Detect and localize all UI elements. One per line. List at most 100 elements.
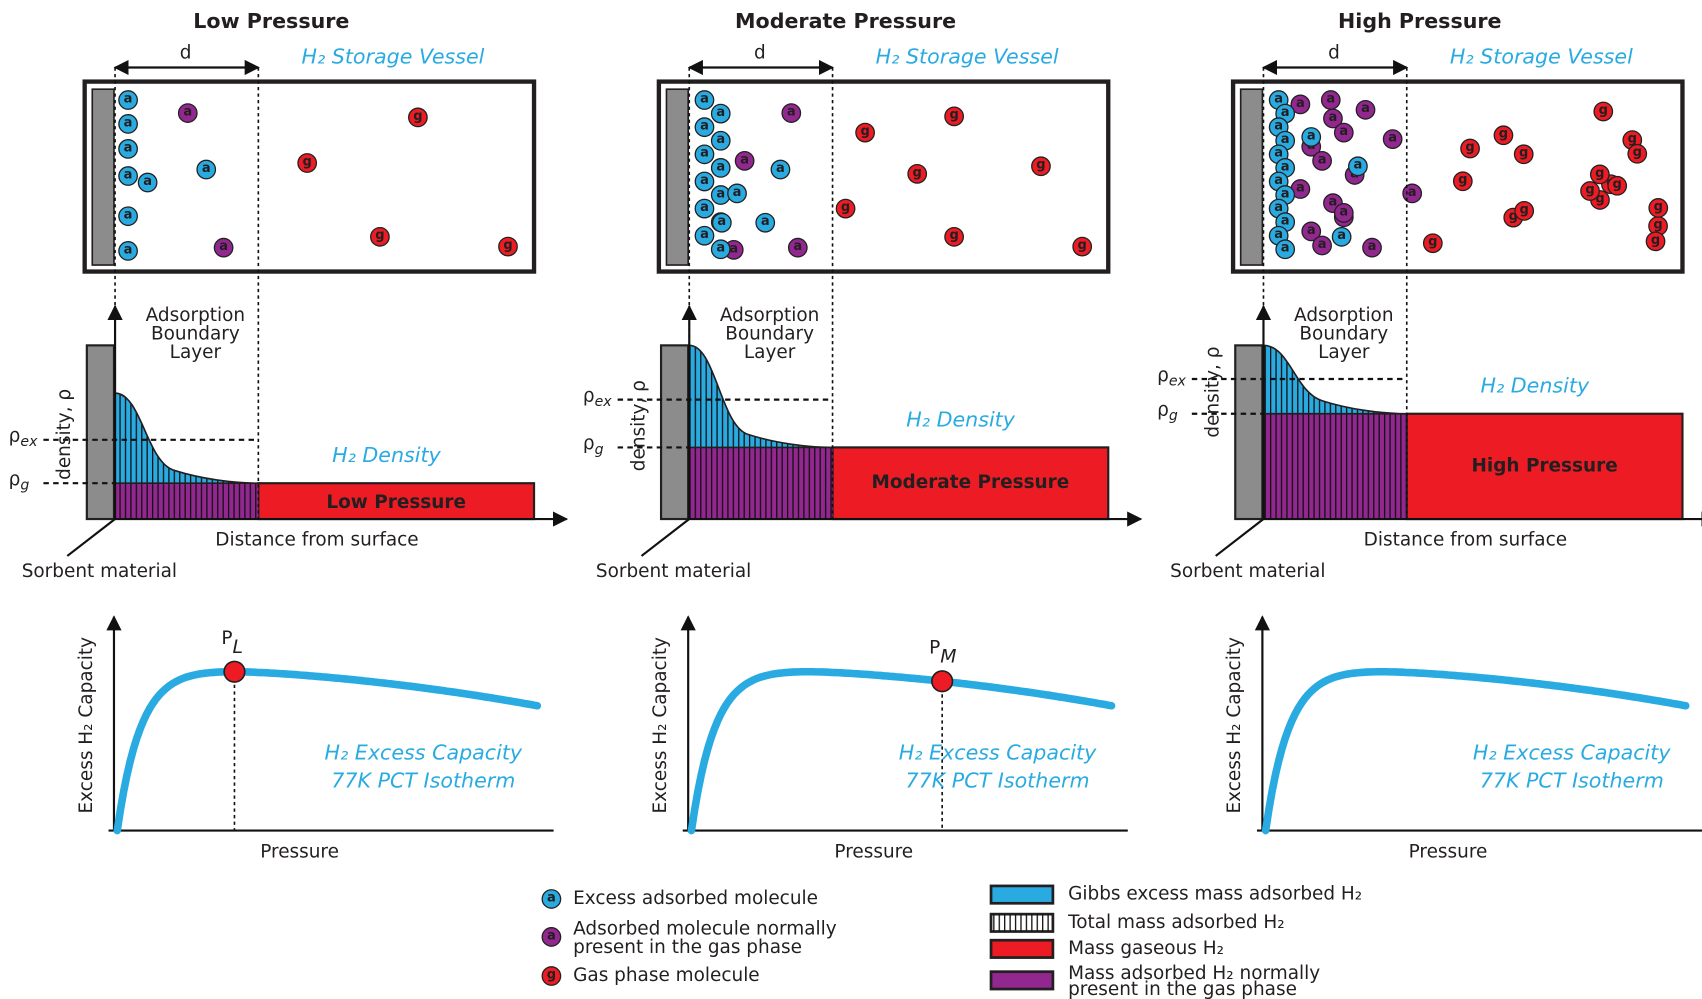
legend-text: Mass gaseous H₂ — [1068, 938, 1224, 959]
legend-text: Gibbs excess mass adsorbed H₂ — [1068, 884, 1362, 905]
molecule-letter: a — [1296, 96, 1305, 111]
molecule — [1593, 101, 1614, 122]
rho-g: ρg — [9, 469, 30, 494]
vessel-wall — [665, 88, 689, 266]
molecule-letter: a — [1296, 180, 1305, 195]
isotherm-curve — [1261, 667, 1690, 835]
molecule-letter: g — [547, 967, 556, 982]
molecule-letter: a — [1337, 228, 1346, 243]
d-label: d — [1328, 42, 1340, 63]
molecule-letter: a — [124, 140, 133, 155]
molecule — [1301, 127, 1322, 147]
molecule-letter: a — [1274, 91, 1283, 106]
molecule-letter: g — [1654, 199, 1663, 214]
molecule — [781, 103, 802, 123]
rho-g-sub: g — [20, 478, 29, 494]
vessel-wall — [1239, 88, 1264, 266]
point-label-sub: L — [233, 636, 244, 657]
molecule-letter: g — [1595, 166, 1604, 181]
molecule — [118, 90, 138, 110]
molecule — [118, 166, 138, 186]
molecule-letter: a — [1274, 200, 1283, 215]
molecule-letter: a — [787, 104, 796, 119]
molecule — [835, 198, 856, 219]
excess-stripes — [688, 344, 833, 449]
molecule — [1331, 226, 1352, 247]
molecule — [1514, 201, 1535, 221]
perspective — [1215, 518, 1265, 557]
molecule — [541, 889, 562, 909]
iso-x-label: Pressure — [1409, 841, 1488, 862]
molecule-letter: a — [733, 185, 742, 200]
molecule-letter: a — [716, 132, 725, 147]
molecule-letter: g — [1078, 238, 1087, 253]
y-axis-label: density, ρ — [628, 380, 649, 471]
molecule-letter: a — [1274, 173, 1283, 188]
molecule-letter: a — [1274, 119, 1283, 134]
molecule-letter: a — [700, 227, 709, 242]
molecule-letter: a — [1408, 185, 1417, 200]
molecule — [710, 130, 731, 151]
sorbent-block — [1234, 344, 1264, 521]
molecule — [1513, 144, 1534, 165]
molecule — [711, 212, 732, 233]
legend-text: Mass adsorbed H₂ normally — [1068, 963, 1320, 984]
molecule — [694, 171, 715, 192]
molecule-letter: g — [1653, 217, 1662, 232]
molecule — [1648, 198, 1669, 218]
molecule-letter: a — [1307, 128, 1316, 143]
point-label-sub: M — [940, 646, 956, 667]
molecule-letter: g — [1585, 182, 1594, 197]
molecule-letter: g — [503, 238, 512, 253]
boundary-label: Boundary — [725, 324, 814, 345]
legend-swatch — [989, 884, 1055, 905]
legend-text: Excess adsorbed molecule — [573, 888, 818, 909]
vessel-label: H₂ Storage Vessel — [1450, 45, 1633, 69]
molecule — [408, 107, 428, 128]
iso-label: 77K PCT Isotherm — [331, 769, 515, 793]
molecule — [694, 198, 715, 219]
molecule — [1320, 90, 1341, 110]
legend-swatch — [989, 970, 1055, 991]
molecule — [944, 226, 964, 247]
molecule-letter: a — [1281, 132, 1290, 147]
sorbent-label: Sorbent material — [22, 561, 177, 582]
molecule — [710, 239, 731, 260]
molecule — [1290, 94, 1311, 115]
molecule — [710, 158, 731, 178]
molecule-letter: a — [124, 115, 133, 130]
molecule — [213, 237, 234, 258]
rho-ex-sub: ex — [595, 394, 613, 410]
molecule-letter: a — [1329, 195, 1338, 210]
density-label: H₂ Density — [1481, 374, 1590, 398]
rho-ex-main: ρ — [583, 385, 595, 406]
molecule — [498, 236, 518, 257]
legend-stripes — [991, 914, 1053, 932]
molecule-letter: a — [1281, 186, 1290, 201]
molecule-letter: g — [1036, 158, 1045, 173]
x-axis-label: Distance from surface — [215, 530, 418, 551]
pressure-point — [931, 670, 954, 693]
molecule-letter: a — [1354, 158, 1363, 173]
molecule-letter: a — [700, 200, 709, 215]
molecule-letter: g — [949, 108, 958, 123]
excess-stripes — [114, 392, 259, 485]
molecule — [118, 241, 138, 261]
molecule — [1362, 237, 1382, 258]
molecule — [855, 122, 875, 143]
molecule — [694, 144, 715, 165]
molecule-letter: a — [716, 159, 725, 174]
boundary-label: Boundary — [1299, 324, 1388, 345]
legend-text: Total mass adsorbed H₂ — [1067, 912, 1285, 933]
molecule-letter: a — [1281, 214, 1290, 229]
boundary-label: Layer — [1318, 342, 1370, 363]
molecule — [1460, 138, 1480, 159]
rho-g-main: ρ — [9, 469, 21, 490]
molecule — [734, 150, 755, 171]
molecule — [694, 90, 715, 110]
purple-stripes — [1263, 413, 1407, 520]
molecule-letter: g — [913, 165, 922, 180]
rho-g-main: ρ — [583, 433, 595, 454]
rho-ex: ρex — [1157, 365, 1186, 390]
molecule-letter: a — [1281, 159, 1290, 174]
